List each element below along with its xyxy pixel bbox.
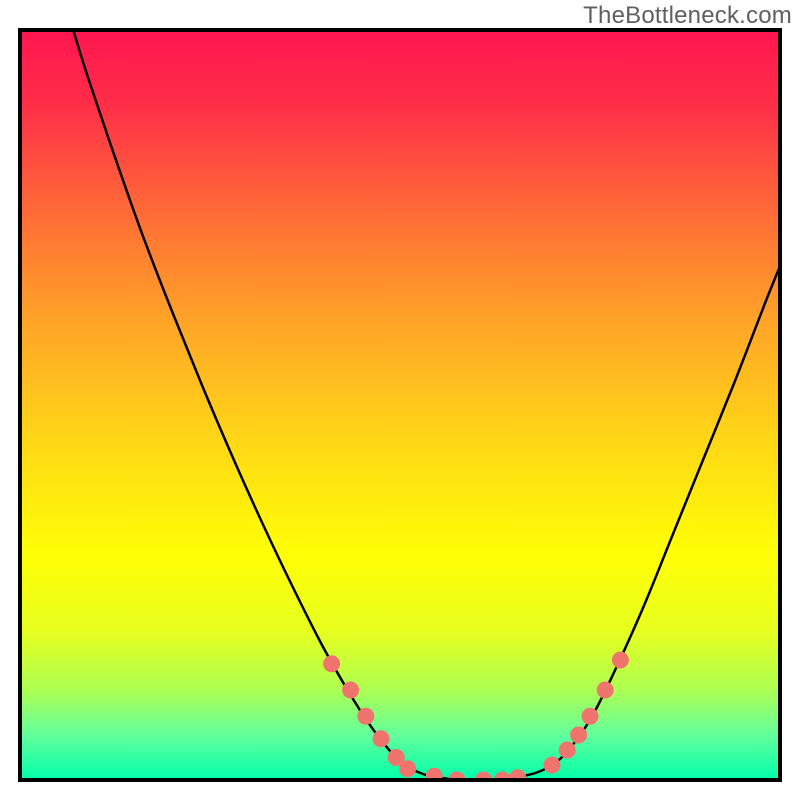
- data-marker: [399, 760, 416, 777]
- data-marker: [426, 768, 443, 785]
- data-marker: [323, 655, 340, 672]
- data-marker: [373, 730, 390, 747]
- data-marker: [544, 757, 561, 774]
- data-marker: [342, 682, 359, 699]
- data-marker: [582, 708, 599, 725]
- data-marker: [612, 652, 629, 669]
- data-marker: [357, 708, 374, 725]
- chart-background: [20, 30, 780, 780]
- data-marker: [509, 769, 526, 786]
- data-marker: [559, 742, 576, 759]
- data-marker: [570, 727, 587, 744]
- bottleneck-chart: [0, 0, 800, 800]
- data-marker: [597, 682, 614, 699]
